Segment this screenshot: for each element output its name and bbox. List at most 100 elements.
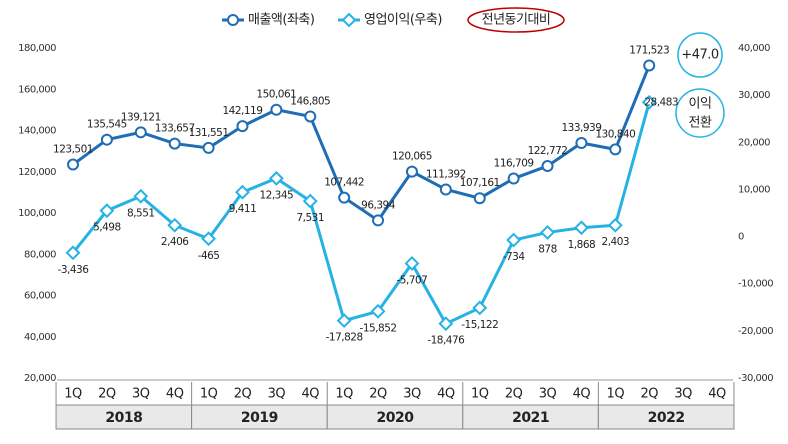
value-label: -17,828 xyxy=(326,332,363,344)
y-tick-label: 20,000 xyxy=(24,373,56,384)
point xyxy=(643,59,656,72)
value-label: 28,483 xyxy=(644,96,678,108)
value-label: 107,161 xyxy=(460,177,500,189)
year-label: 2020 xyxy=(377,410,415,426)
value-label: 122,772 xyxy=(528,145,568,157)
x-tick-label: 3Q xyxy=(403,387,421,402)
point xyxy=(133,188,149,204)
point xyxy=(404,256,420,271)
point xyxy=(304,110,317,123)
year-box xyxy=(597,404,735,430)
point xyxy=(67,158,79,171)
turn-label: 전환 xyxy=(689,116,712,131)
year-label: 2022 xyxy=(648,410,685,426)
x-tick-label: 3Q xyxy=(539,387,557,402)
y-tick-label: 140,000 xyxy=(18,126,56,137)
value-label: 111,392 xyxy=(426,169,466,181)
y2-tick-label: 0 xyxy=(738,232,744,243)
value-label: 135,545 xyxy=(87,119,127,131)
point xyxy=(134,126,147,139)
point xyxy=(100,133,113,146)
point xyxy=(541,160,554,173)
point xyxy=(507,172,520,185)
value-label: -15,122 xyxy=(461,319,498,331)
series-line xyxy=(72,64,651,223)
y-tick-label: 60,000 xyxy=(24,291,56,302)
x-tick-label: 1Q xyxy=(471,387,489,402)
point xyxy=(201,231,216,247)
value-label: 116,709 xyxy=(494,158,534,170)
point xyxy=(439,183,452,196)
y2-tick-label: 10,000 xyxy=(738,184,770,195)
point xyxy=(336,313,352,329)
growth-circle xyxy=(677,32,723,78)
year-label: 2019 xyxy=(241,410,278,426)
value-label: -3,436 xyxy=(58,264,90,276)
x-tick-label: 2Q xyxy=(98,387,116,402)
value-label: 133,657 xyxy=(155,123,195,135)
point xyxy=(270,103,283,116)
x-tick-label: 1Q xyxy=(335,387,353,402)
point xyxy=(607,217,623,233)
x-tick-label: 2Q xyxy=(505,387,523,402)
value-label: 7,531 xyxy=(296,212,324,224)
point xyxy=(438,316,454,332)
y-tick-label: 100,000 xyxy=(18,208,56,219)
y2-tick-label: 20,000 xyxy=(738,137,770,148)
value-label: 107,442 xyxy=(324,177,364,189)
year-box xyxy=(191,404,328,430)
x-tick-label: 3Q xyxy=(674,387,692,402)
x-tick-label: 4Q xyxy=(166,387,184,402)
value-label: -15,852 xyxy=(360,322,397,334)
point xyxy=(302,193,318,209)
x-tick-label: 3Q xyxy=(132,387,150,402)
x-tick-label: 1Q xyxy=(607,387,625,402)
legend-label: 영업이익(우축) xyxy=(364,13,442,28)
point xyxy=(574,220,589,236)
value-label: 139,121 xyxy=(121,111,161,123)
value-label: 131,551 xyxy=(189,127,229,139)
point xyxy=(167,217,183,233)
x-tick-label: 4Q xyxy=(573,387,591,402)
point xyxy=(338,191,351,204)
year-box xyxy=(462,404,599,430)
point xyxy=(235,184,250,200)
legend-marker xyxy=(341,12,357,28)
point xyxy=(473,192,486,205)
value-label: -465 xyxy=(198,250,220,262)
value-label: 9,411 xyxy=(229,203,257,215)
value-label: 120,065 xyxy=(392,151,432,163)
y2-tick-label: -20,000 xyxy=(738,326,773,337)
point xyxy=(472,300,488,316)
x-tick-label: 2Q xyxy=(234,387,252,402)
point xyxy=(236,120,249,133)
point xyxy=(202,141,215,154)
series-line xyxy=(71,101,651,326)
point xyxy=(370,303,386,319)
x-tick-label: 4Q xyxy=(708,387,726,402)
y2-tick-label: 30,000 xyxy=(738,90,770,101)
year-box xyxy=(55,404,193,430)
point xyxy=(641,94,657,110)
value-label: 12,345 xyxy=(259,189,293,201)
point xyxy=(99,203,115,219)
value-label: 142,119 xyxy=(223,105,263,117)
value-label: 878 xyxy=(538,243,557,255)
legend-note: 전년동기대비 xyxy=(482,13,551,28)
x-tick-label: 2Q xyxy=(640,387,658,402)
legend-label: 매출액(좌축) xyxy=(248,13,314,28)
x-tick-label: 4Q xyxy=(302,387,320,402)
value-label: -5,707 xyxy=(397,274,428,286)
value-label: 8,551 xyxy=(127,207,155,219)
x-tick-label: 4Q xyxy=(437,387,455,402)
value-label: 5,498 xyxy=(93,222,121,234)
value-label: -18,476 xyxy=(427,335,465,347)
value-label: 146,805 xyxy=(290,95,330,107)
value-label: 130,840 xyxy=(595,128,635,140)
point xyxy=(609,143,622,156)
x-tick-label: 3Q xyxy=(268,387,286,402)
point xyxy=(268,170,284,186)
value-label: 150,061 xyxy=(256,89,296,101)
note-ellipse xyxy=(467,7,565,33)
